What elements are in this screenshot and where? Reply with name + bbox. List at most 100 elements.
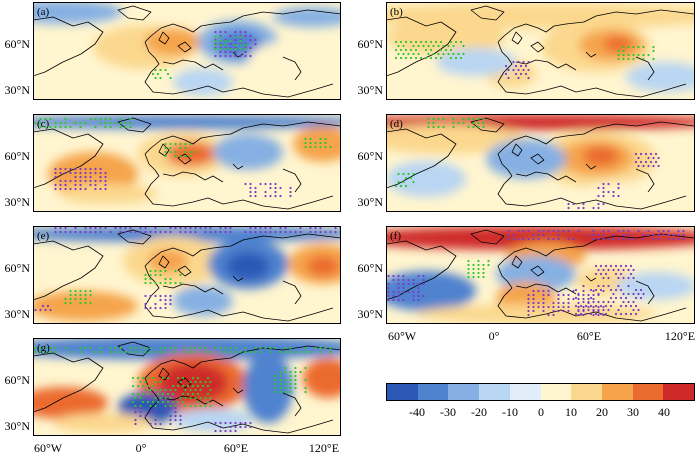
- significance-dot: [174, 418, 177, 422]
- significance-dot: [164, 146, 167, 150]
- significance-dot: [174, 346, 177, 350]
- anomaly-contour: [243, 353, 293, 423]
- significance-dot: [407, 290, 410, 294]
- significance-dot: [46, 304, 50, 308]
- significance-dot: [264, 182, 267, 186]
- anomaly-contour: [626, 62, 695, 92]
- significance-dot: [472, 125, 475, 129]
- significance-dot: [449, 56, 453, 60]
- significance-dot: [542, 229, 545, 233]
- significance-dot: [462, 52, 465, 56]
- anomaly-contour: [416, 304, 656, 324]
- significance-dot: [179, 380, 182, 384]
- significance-dot: [477, 275, 480, 279]
- significance-dot: [159, 346, 162, 350]
- significance-dot: [84, 301, 87, 305]
- significance-dot: [412, 294, 415, 298]
- significance-dot: [409, 48, 413, 52]
- significance-dot: [69, 230, 72, 234]
- significance-dot: [249, 226, 252, 230]
- significance-dot: [164, 150, 167, 154]
- significance-dot: [269, 230, 272, 234]
- significance-dot: [402, 52, 405, 56]
- colorbar-segment: [448, 384, 480, 400]
- significance-dot: [139, 346, 142, 350]
- significance-dot: [119, 121, 122, 125]
- significance-dot: [174, 154, 177, 158]
- significance-dot: [144, 346, 147, 350]
- significance-dot: [54, 125, 57, 129]
- significance-dot: [69, 167, 72, 171]
- significance-dot: [141, 376, 145, 380]
- significance-dot: [174, 414, 177, 418]
- significance-dot: [169, 346, 172, 350]
- significance-dot: [69, 179, 72, 183]
- significance-dot: [542, 301, 545, 305]
- significance-dot: [504, 64, 508, 68]
- significance-dot: [657, 229, 660, 233]
- significance-dot: [219, 350, 222, 354]
- significance-dot: [629, 264, 633, 268]
- significance-dot: [627, 233, 630, 237]
- significance-dot: [219, 35, 222, 39]
- coastline: [497, 41, 687, 98]
- significance-dot: [557, 293, 560, 297]
- significance-dot: [84, 297, 87, 301]
- significance-dot: [136, 384, 140, 388]
- significance-dot: [189, 226, 192, 230]
- significance-dot: [179, 230, 182, 234]
- significance-dot: [637, 292, 640, 296]
- significance-dot: [64, 117, 67, 121]
- significance-dot: [289, 370, 292, 374]
- significance-dot: [239, 47, 242, 51]
- significance-dot: [274, 378, 277, 382]
- significance-dot: [129, 346, 132, 350]
- lat-label-60n-g: 60°N: [4, 373, 30, 387]
- significance-dot: [402, 44, 405, 48]
- significance-dot: [174, 406, 177, 410]
- significance-dot: [587, 297, 590, 301]
- significance-dot: [597, 194, 600, 198]
- significance-dot: [89, 171, 92, 175]
- significance-dot: [439, 40, 443, 44]
- anomaly-contour: [33, 226, 341, 242]
- panel-label: (g): [37, 342, 50, 354]
- map-panel-d: (d): [386, 114, 695, 212]
- significance-dot: [467, 117, 470, 121]
- significance-dot: [319, 226, 322, 230]
- significance-dot: [319, 141, 322, 145]
- lat-label-60n-f: 60°N: [357, 261, 383, 275]
- significance-dot: [639, 160, 643, 164]
- significance-dot: [159, 281, 162, 285]
- significance-dot: [472, 263, 475, 267]
- significance-dot: [164, 404, 167, 408]
- significance-dot: [627, 53, 630, 57]
- significance-dot: [139, 380, 142, 384]
- significance-dot: [189, 154, 192, 158]
- coastline: [33, 16, 104, 77]
- significance-dot: [34, 346, 37, 350]
- significance-dot: [617, 284, 620, 288]
- significance-dot: [477, 263, 480, 267]
- significance-dot: [574, 312, 578, 316]
- significance-dot: [602, 237, 605, 241]
- significance-dot: [204, 226, 207, 230]
- significance-dot: [399, 48, 403, 52]
- significance-dot: [682, 237, 685, 241]
- significance-dot: [74, 289, 77, 293]
- significance-dot: [477, 117, 480, 121]
- significance-dot: [622, 57, 625, 61]
- significance-dot: [527, 301, 530, 305]
- significance-dot: [119, 125, 122, 129]
- anomaly-contour: [248, 42, 318, 82]
- significance-dot: [214, 230, 217, 234]
- significance-dot: [532, 289, 535, 293]
- significance-dot: [597, 313, 600, 317]
- significance-dot: [429, 48, 433, 52]
- anomaly-contour: [173, 286, 233, 316]
- significance-dot: [672, 237, 675, 241]
- significance-dot: [422, 44, 425, 48]
- significance-dot: [397, 298, 400, 302]
- significance-dot: [84, 187, 87, 191]
- significance-dot: [99, 346, 102, 350]
